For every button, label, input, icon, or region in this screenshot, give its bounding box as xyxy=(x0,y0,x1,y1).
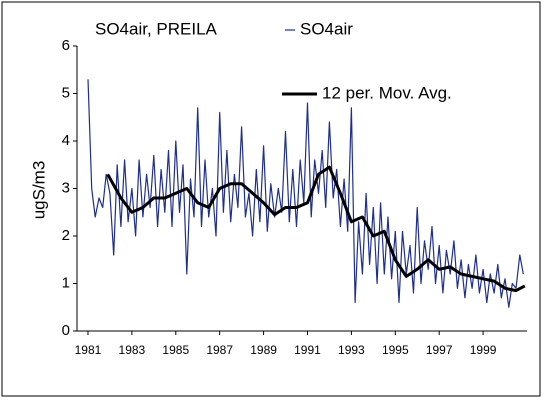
chart-border xyxy=(1,1,541,397)
y-tick-label: 5 xyxy=(62,84,70,101)
y-tick-label: 0 xyxy=(62,322,70,339)
x-tick-label: 1983 xyxy=(119,343,146,357)
y-tick-label: 6 xyxy=(62,37,70,54)
x-tick-label: 1997 xyxy=(426,343,453,357)
y-tick-label: 2 xyxy=(62,227,70,244)
x-tick-label: 1995 xyxy=(382,343,409,357)
x-tick-label: 1981 xyxy=(75,343,102,357)
y-axis-label: ugS/m3 xyxy=(29,161,48,220)
y-tick-label: 3 xyxy=(62,179,70,196)
chart-title: SO4air, PREILA xyxy=(95,19,218,38)
x-tick-label: 1993 xyxy=(338,343,365,357)
x-tick-label: 1987 xyxy=(206,343,233,357)
series-line xyxy=(106,165,526,293)
y-tick-label: 1 xyxy=(62,274,70,291)
x-tick-label: 1999 xyxy=(470,343,497,357)
x-tick-label: 1985 xyxy=(162,343,189,357)
x-tick-label: 1989 xyxy=(250,343,277,357)
y-tick-label: 4 xyxy=(62,132,70,149)
legend-label: SO4air xyxy=(300,19,353,38)
legend-label: 12 per. Mov. Avg. xyxy=(322,83,452,102)
x-tick-label: 1991 xyxy=(294,343,321,357)
